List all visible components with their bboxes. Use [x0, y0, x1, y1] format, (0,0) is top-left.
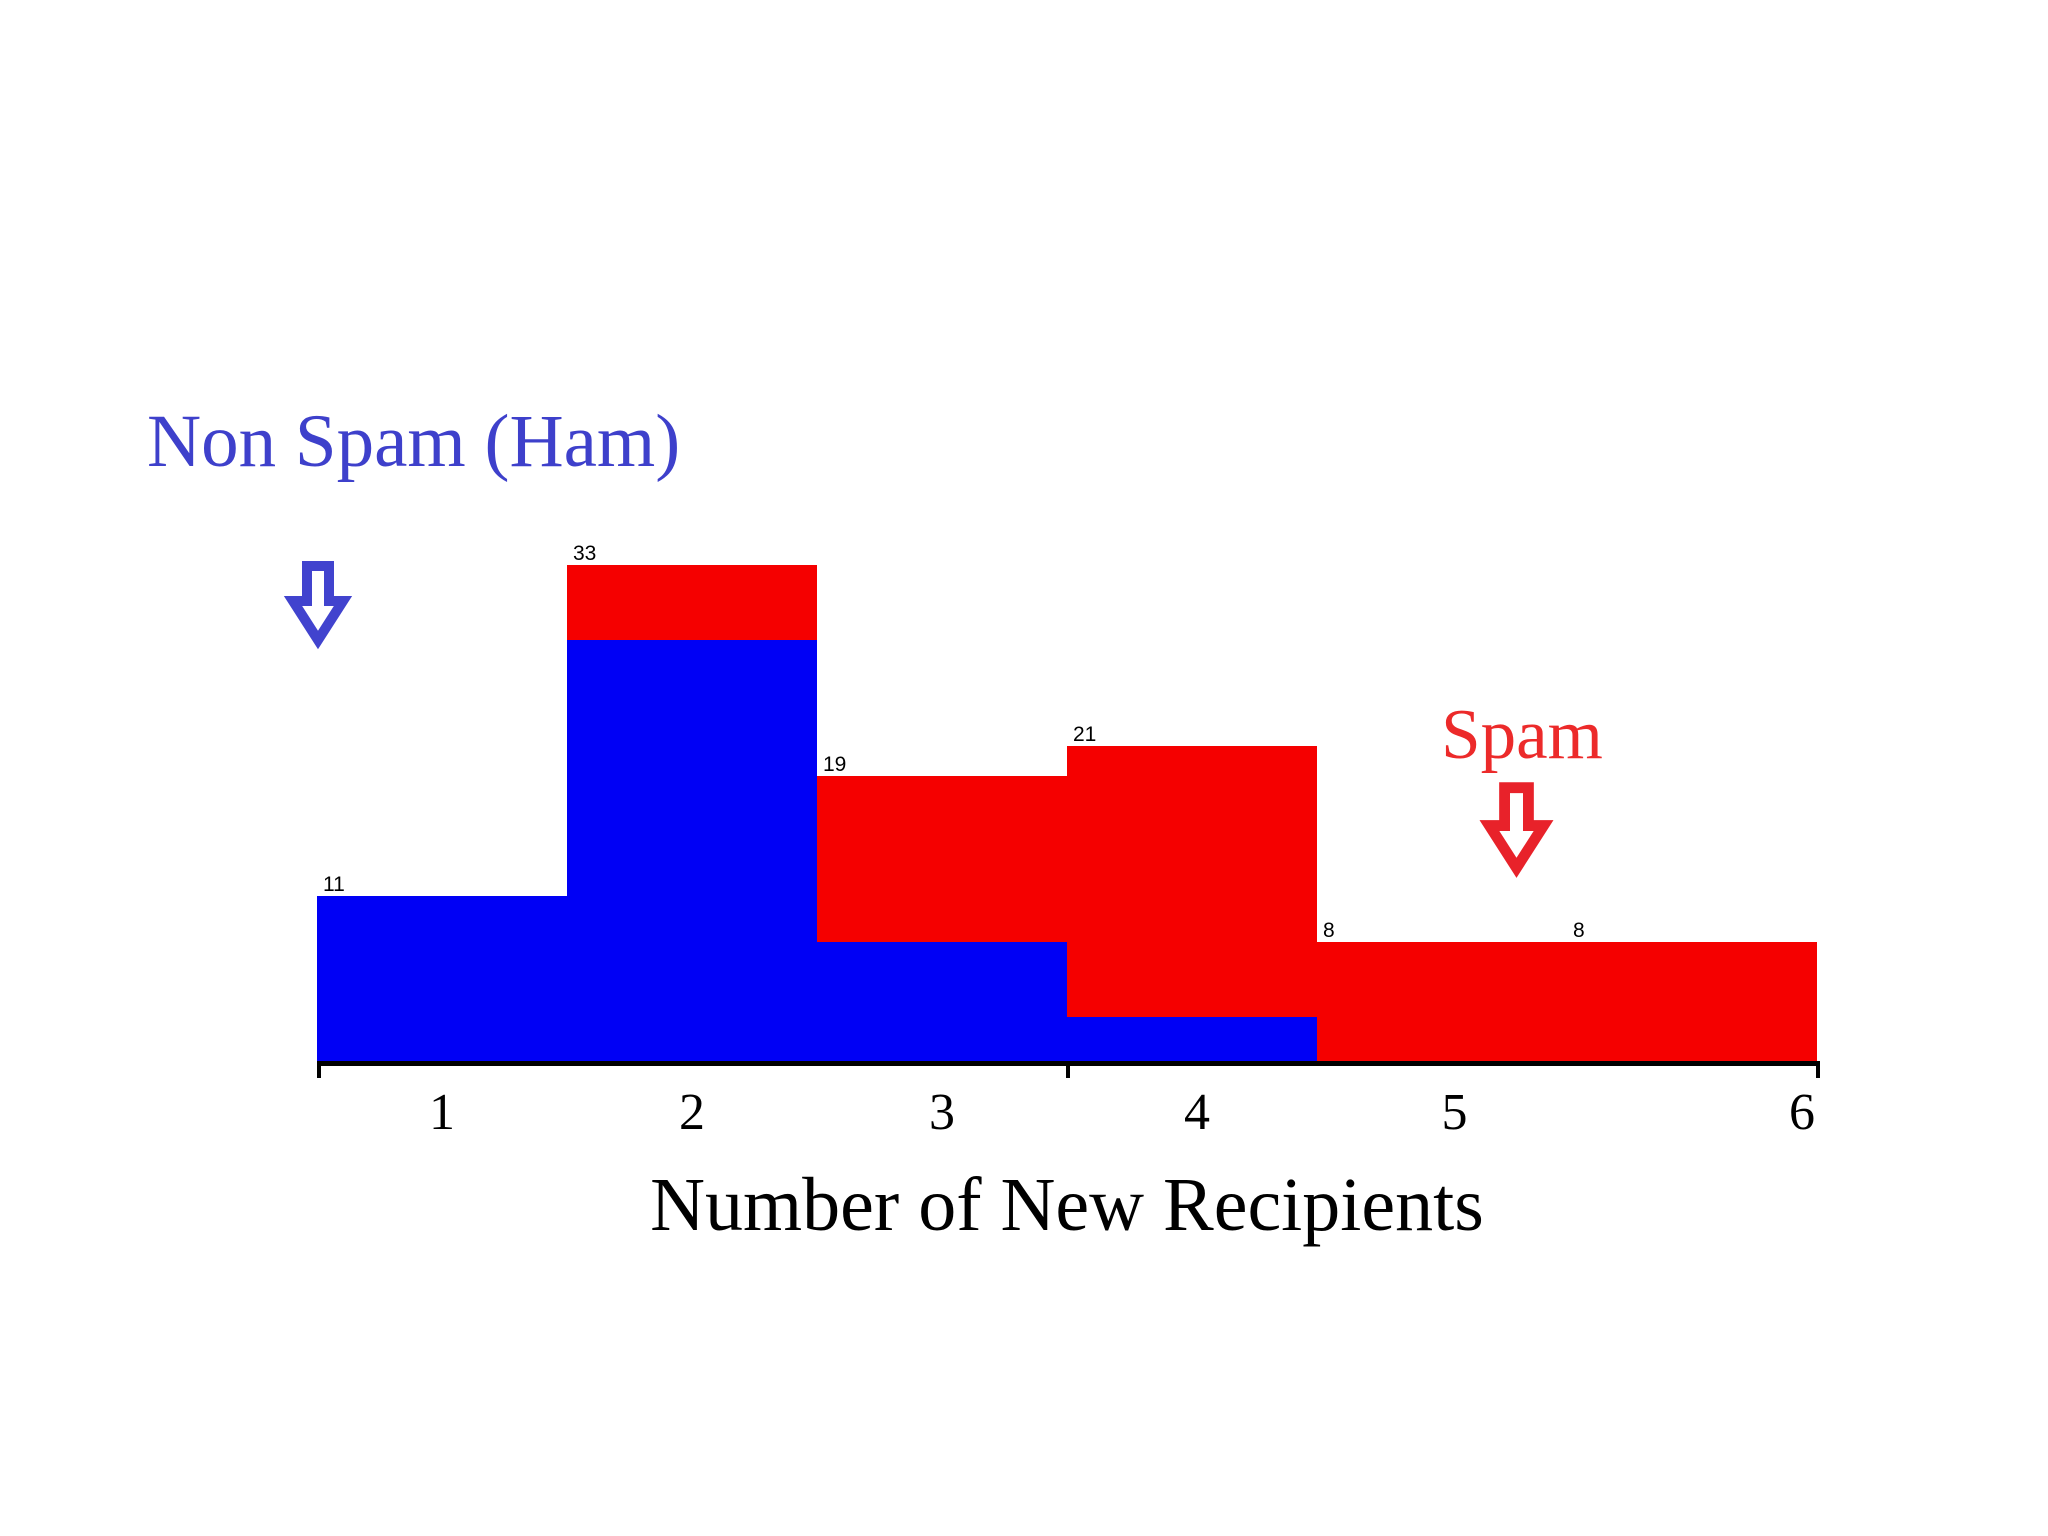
ham-bar-bin-3 — [817, 941, 1067, 1062]
bar-value-label-bin-1: 11 — [323, 873, 345, 897]
spam-bar-bin-6 — [1567, 941, 1817, 1062]
spam-bar-bin-4 — [1067, 745, 1317, 1062]
bar-value-label-bin-5: 8 — [1323, 918, 1335, 942]
spam-down-arrow-icon — [1479, 782, 1554, 878]
x-tick-label-3: 3 — [929, 1084, 955, 1141]
ham-bar-bin-1 — [317, 896, 567, 1062]
bar-value-label-bin-3: 19 — [823, 752, 847, 776]
x-tick-label-6: 6 — [1789, 1084, 1815, 1141]
ham-bar-bin-2 — [567, 640, 817, 1062]
bar-value-label-bin-6: 8 — [1573, 918, 1585, 942]
x-tick-label-5: 5 — [1441, 1084, 1468, 1141]
x-axis-tick-2 — [1065, 1061, 1070, 1078]
x-tick-label-4: 4 — [1184, 1084, 1210, 1141]
x-tick-label-1: 1 — [429, 1084, 455, 1141]
ham-down-arrow-icon — [283, 561, 353, 650]
x-tick-label-2: 2 — [679, 1084, 705, 1141]
x-axis-title: Number of New Recipients — [650, 1163, 1484, 1247]
bar-value-label-bin-4: 21 — [1073, 722, 1097, 746]
x-axis-tick-3 — [1815, 1061, 1820, 1078]
ham-bar-bin-4 — [1067, 1016, 1317, 1062]
spam-annotation-label: Spam — [1441, 696, 1603, 774]
spam-bar-bin-5 — [1317, 941, 1567, 1062]
ham-annotation-label: Non Spam (Ham) — [147, 400, 681, 483]
x-axis-tick-1 — [317, 1061, 321, 1078]
bar-value-label-bin-2: 33 — [573, 542, 597, 566]
